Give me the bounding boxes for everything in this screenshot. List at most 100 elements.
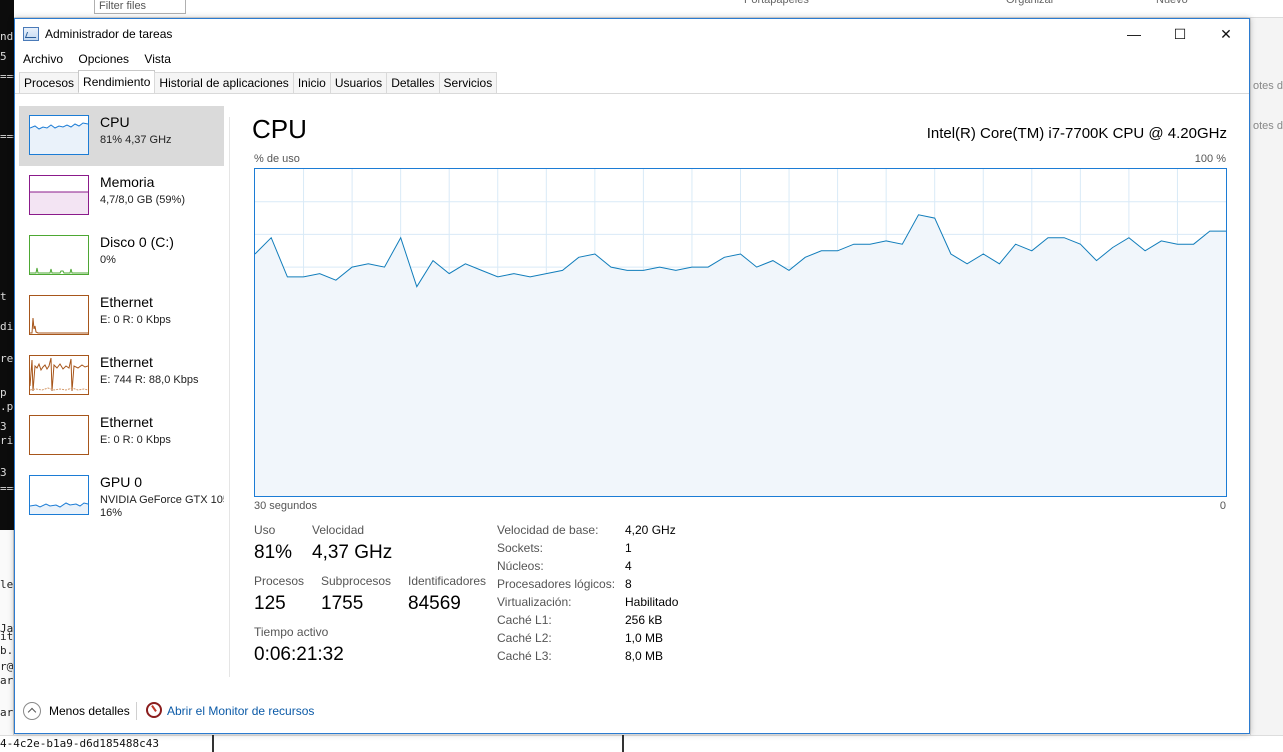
left-line: ar	[0, 706, 14, 719]
detail-key: Núcleos:	[497, 559, 544, 573]
sidebar-gpu-name: GPU 0	[100, 474, 143, 490]
cpu-usage-line	[255, 214, 1226, 288]
tab-detalles[interactable]: Detalles	[386, 72, 440, 93]
tab-strip: Procesos Rendimiento Historial de aplica…	[19, 70, 498, 93]
panel-divider	[229, 117, 230, 677]
sidebar-ethernet-2-name: Ethernet	[100, 354, 153, 370]
tiempo-activo-value: 0:06:21:32	[254, 644, 344, 665]
background-left-panel: le Jav it b. r@ ar ar	[0, 530, 20, 752]
sidebar-gpu-sub: NVIDIA GeForce GTX 105	[100, 494, 224, 506]
resource-monitor-icon	[146, 702, 162, 718]
left-line: b.	[0, 644, 14, 657]
terminal-line: 3	[0, 466, 7, 479]
title-bar[interactable]: Administrador de tareas — ☐ ✕	[15, 19, 1249, 49]
detail-value: 1,0 MB	[625, 631, 664, 645]
uso-label: Uso	[254, 523, 276, 537]
background-divider	[212, 735, 214, 752]
resource-sidebar: CPU 81% 4,37 GHz Memoria 4,7/8,0 GB (59%…	[19, 106, 224, 691]
sidebar-gpu-usage: 16%	[100, 507, 123, 519]
subprocesos-label: Subprocesos	[321, 574, 392, 588]
identificadores-value: 84569	[408, 593, 461, 614]
background-explorer-strip: Filter files Portapapeles Organizar Nuev…	[14, 0, 1283, 18]
axis-label-time: 30 segundos	[254, 500, 317, 512]
background-divider	[622, 735, 624, 752]
disk-thumbnail	[29, 235, 89, 275]
window-title: Administrador de tareas	[45, 27, 173, 41]
maximize-button[interactable]: ☐	[1173, 25, 1187, 42]
menu-opciones[interactable]: Opciones	[78, 52, 130, 66]
sidebar-item-memoria[interactable]: Memoria 4,7/8,0 GB (59%)	[19, 166, 224, 226]
sidebar-item-ethernet-1[interactable]: Ethernet E: 0 R: 0 Kbps	[19, 286, 224, 346]
terminal-line: p	[0, 386, 7, 399]
ethernet-1-thumbnail	[29, 295, 89, 335]
chevron-up-icon[interactable]	[23, 702, 41, 720]
tab-usuarios[interactable]: Usuarios	[329, 72, 388, 93]
detail-key: Velocidad de base:	[497, 523, 599, 537]
menu-archivo[interactable]: Archivo	[23, 52, 64, 66]
ribbon-label: Nuevo	[1156, 0, 1188, 6]
axis-label-max: 100 %	[1194, 153, 1226, 165]
left-line: it	[0, 630, 14, 643]
sidebar-item-cpu[interactable]: CPU 81% 4,37 GHz	[19, 106, 224, 166]
tab-inicio[interactable]: Inicio	[292, 72, 331, 93]
right-label: otes d	[1253, 120, 1283, 132]
detail-value: 8,0 MB	[625, 649, 664, 663]
open-resource-monitor-link[interactable]: Abrir el Monitor de recursos	[167, 704, 315, 718]
left-line: le	[0, 578, 14, 591]
cpu-thumbnail	[29, 115, 89, 155]
tab-rendimiento[interactable]: Rendimiento	[78, 70, 156, 92]
sidebar-item-disco[interactable]: Disco 0 (C:) 0%	[19, 226, 224, 286]
filter-files-input[interactable]: Filter files	[94, 0, 186, 14]
sidebar-item-ethernet-3[interactable]: Ethernet E: 0 R: 0 Kbps	[19, 406, 224, 466]
footer-separator	[136, 702, 137, 720]
detail-value: 256 kB	[625, 613, 663, 627]
detail-key: Caché L2:	[497, 631, 552, 645]
axis-label-min: 0	[1219, 500, 1226, 512]
left-line: ar	[0, 674, 14, 687]
menu-vista[interactable]: Vista	[144, 52, 171, 66]
sidebar-disco-sub: 0%	[100, 254, 116, 266]
tab-historial[interactable]: Historial de aplicaciones	[154, 72, 294, 93]
sidebar-ethernet-3-sub: E: 0 R: 0 Kbps	[100, 434, 171, 446]
tab-divider	[15, 93, 1249, 94]
subprocesos-value: 1755	[321, 593, 364, 614]
background-terminal: ndā 5 === === t dil re p .py 3 rip 3 ===	[0, 0, 20, 530]
uso-value: 81%	[254, 542, 293, 563]
gpu-thumbnail	[29, 475, 89, 515]
memory-thumbnail	[29, 175, 89, 215]
cpu-usage-area	[255, 214, 1226, 496]
velocidad-label: Velocidad	[312, 523, 365, 537]
axis-label-usage: % de uso	[254, 153, 300, 165]
sidebar-ethernet-1-sub: E: 0 R: 0 Kbps	[100, 314, 171, 326]
sidebar-ethernet-2-sub: E: 744 R: 88,0 Kbps	[100, 374, 199, 386]
sidebar-memoria-name: Memoria	[100, 174, 155, 190]
detail-key: Virtualización:	[497, 595, 572, 609]
ribbon-label: Portapapeles	[744, 0, 809, 6]
terminal-line: t	[0, 290, 7, 303]
page-title: CPU	[252, 114, 307, 144]
tab-procesos[interactable]: Procesos	[19, 72, 80, 93]
background-right-panel: otes d otes d	[1250, 18, 1283, 752]
detail-key: Caché L1:	[497, 613, 552, 627]
right-label: otes d	[1253, 80, 1283, 92]
sidebar-ethernet-1-name: Ethernet	[100, 294, 153, 310]
terminal-line: re	[0, 352, 14, 365]
minimize-button[interactable]: —	[1127, 26, 1141, 42]
cpu-usage-graph	[254, 168, 1227, 497]
sidebar-cpu-name: CPU	[100, 114, 130, 130]
sidebar-item-ethernet-2[interactable]: Ethernet E: 744 R: 88,0 Kbps	[19, 346, 224, 406]
procesos-value: 125	[254, 593, 286, 614]
background-bottom-strip: 4-4c2e-b1a9-d6d185488c43	[0, 735, 1283, 752]
footer-bar: Menos detalles Abrir el Monitor de recur…	[15, 693, 1249, 735]
identificadores-label: Identificadores	[408, 574, 487, 588]
ribbon-label: Organizar	[1006, 0, 1055, 6]
task-manager-window: Administrador de tareas — ☐ ✕ Archivo Op…	[14, 18, 1250, 734]
detail-key: Sockets:	[497, 541, 544, 555]
detail-value: Habilitado	[625, 595, 679, 609]
tab-servicios[interactable]: Servicios	[438, 72, 498, 93]
sidebar-item-gpu[interactable]: GPU 0 NVIDIA GeForce GTX 105 16%	[19, 466, 224, 526]
tiempo-activo-label: Tiempo activo	[254, 625, 329, 639]
close-button[interactable]: ✕	[1220, 25, 1232, 42]
bottom-text: 4-4c2e-b1a9-d6d185488c43	[0, 737, 159, 750]
less-details-button[interactable]: Menos detalles	[49, 704, 130, 718]
